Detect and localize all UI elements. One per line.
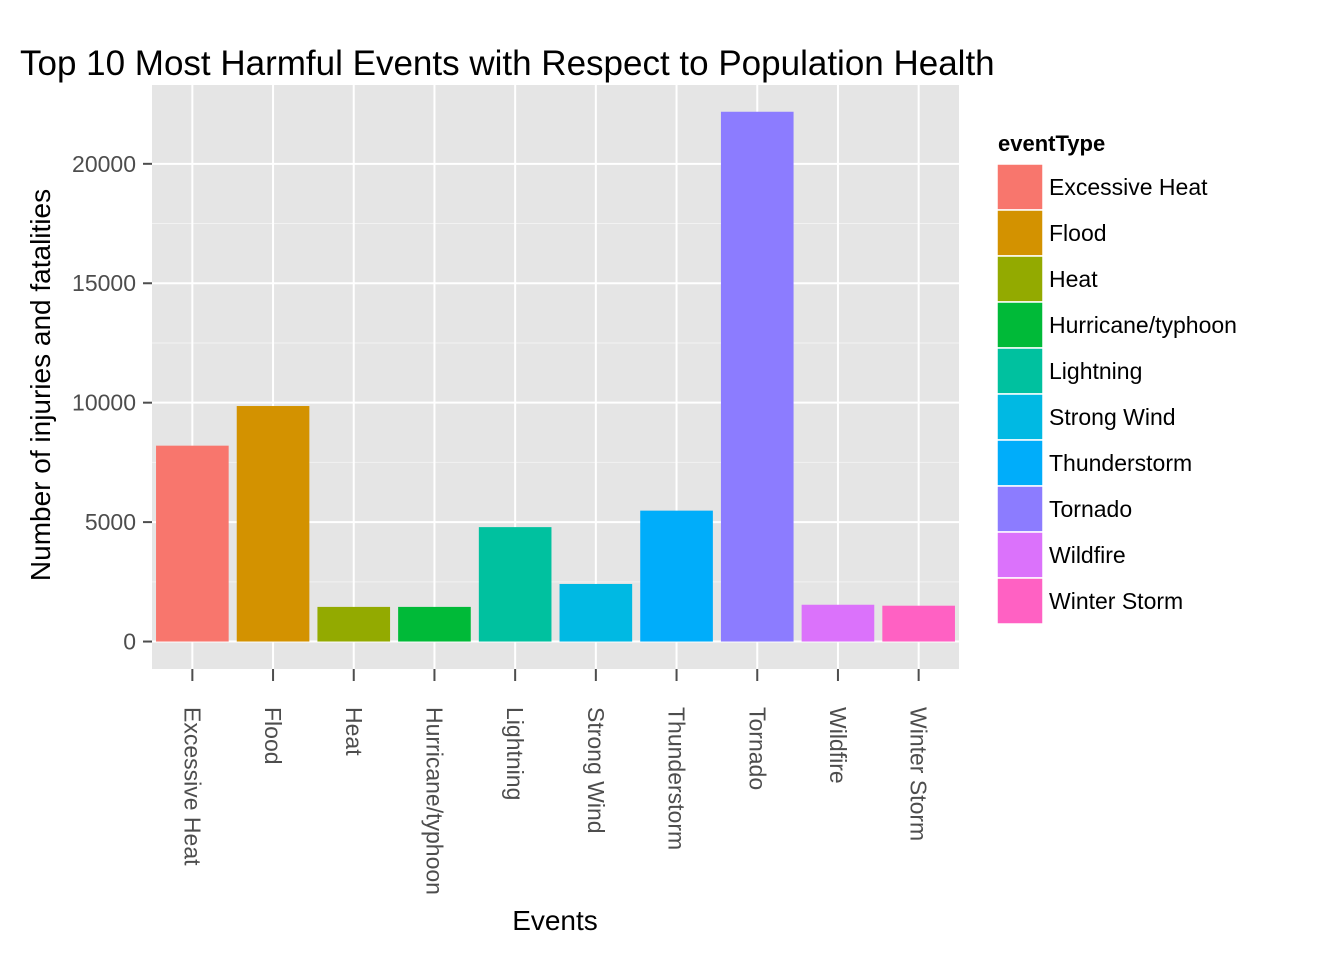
legend-label: Hurricane/typhoon [1049, 312, 1237, 338]
legend-key [996, 163, 1044, 211]
x-tick-label: Hurricane/typhoon [421, 707, 447, 895]
x-tick-label: Lightning [502, 707, 528, 800]
legend-label: Tornado [1049, 496, 1132, 522]
bar-wildfire [801, 604, 875, 642]
bar-hurricane-typhoon [398, 606, 471, 642]
legend-key [996, 531, 1044, 579]
legend-label: Winter Storm [1049, 588, 1183, 614]
y-tick-label: 5000 [85, 509, 136, 535]
y-tick-label: 15000 [72, 270, 136, 296]
bar-strong-wind [559, 583, 633, 642]
bar-lightning [478, 527, 552, 642]
legend-label: Lightning [1049, 358, 1142, 384]
bar-tornado [720, 111, 794, 642]
legend: eventType Excessive Heat Flood Heat Hurrica… [996, 131, 1237, 625]
y-tick-label: 20000 [72, 151, 136, 177]
x-tick-label: Winter Storm [906, 707, 932, 841]
legend-key [996, 347, 1044, 395]
x-tick-label: Excessive Heat [179, 707, 205, 866]
legend-label: Heat [1049, 266, 1098, 292]
x-tick-label: Heat [341, 707, 367, 756]
legend-key [996, 485, 1044, 533]
x-axis-title: Events [512, 905, 598, 936]
x-tick-label: Wildfire [825, 707, 851, 784]
y-axis: 0 5000 10000 15000 20000 [72, 151, 152, 655]
bar-winter-storm [882, 605, 955, 642]
chart-title: Top 10 Most Harmful Events with Respect … [20, 44, 995, 83]
legend-title: eventType [998, 131, 1105, 156]
bars [156, 111, 955, 642]
x-tick-label: Tornado [744, 707, 770, 790]
legend-key [996, 301, 1044, 349]
bar-heat [317, 606, 391, 642]
bar-flood [236, 406, 310, 642]
legend-label: Flood [1049, 220, 1107, 246]
legend-key [996, 393, 1044, 441]
legend-label: Strong Wind [1049, 404, 1176, 430]
x-axis: Excessive Heat Flood Heat Hurricane/typhoon… [179, 669, 932, 895]
legend-key [996, 439, 1044, 487]
legend-label: Excessive Heat [1049, 174, 1208, 200]
legend-label: Thunderstorm [1049, 450, 1192, 476]
bar-thunderstorm [640, 510, 713, 642]
legend-key [996, 255, 1044, 303]
x-tick-label: Strong Wind [583, 707, 609, 834]
x-tick-label: Flood [260, 707, 286, 765]
x-tick-label: Thunderstorm [664, 707, 690, 850]
y-tick-label: 0 [123, 629, 136, 655]
legend-key [996, 209, 1044, 257]
legend-key [996, 577, 1044, 625]
bar-excessive-heat [156, 445, 229, 642]
y-tick-label: 10000 [72, 390, 136, 416]
legend-label: Wildfire [1049, 542, 1126, 568]
y-axis-title: Number of injuries and fatalities [25, 189, 56, 581]
